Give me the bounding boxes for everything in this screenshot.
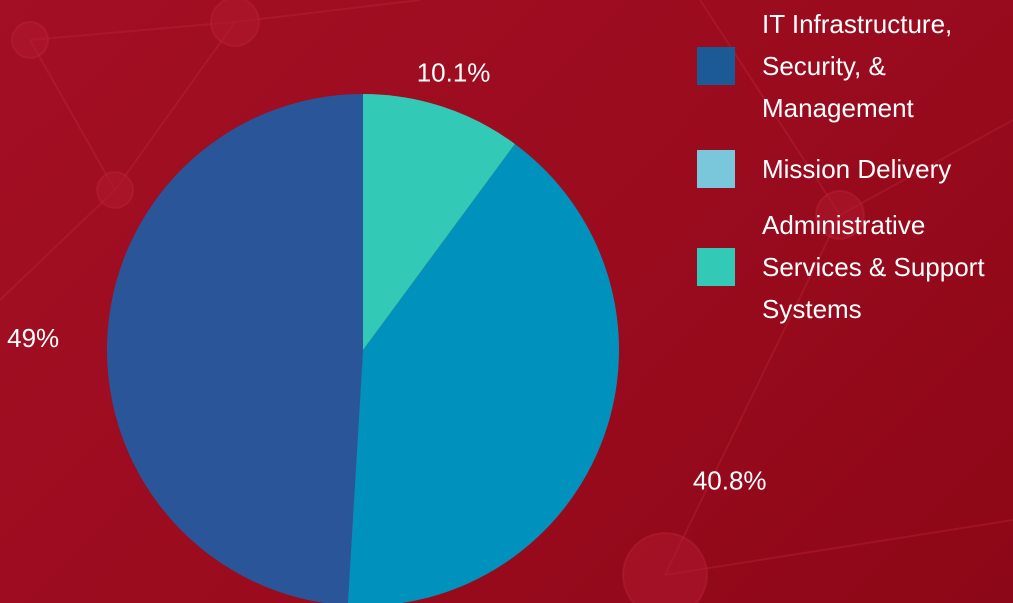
legend-item: Mission Delivery	[697, 150, 951, 188]
legend-label: Mission Delivery	[762, 154, 952, 184]
slice-label: 10.1%	[417, 57, 491, 87]
slice-label: 49%	[7, 323, 59, 353]
legend-label: Administrative Services & Support System…	[762, 210, 985, 324]
slice-label: 40.8%	[693, 466, 767, 496]
legend-swatch	[697, 248, 735, 286]
pie-slice	[107, 94, 363, 603]
legend-label: IT Infrastructure, Security, & Managemen…	[762, 9, 953, 123]
legend-item: IT Infrastructure, Security, & Managemen…	[697, 9, 952, 123]
legend-swatch	[697, 47, 735, 85]
legend-item: Administrative Services & Support System…	[697, 210, 985, 324]
pie-slice	[363, 94, 515, 350]
legend-swatch	[697, 150, 735, 188]
pie-slice	[347, 143, 619, 603]
